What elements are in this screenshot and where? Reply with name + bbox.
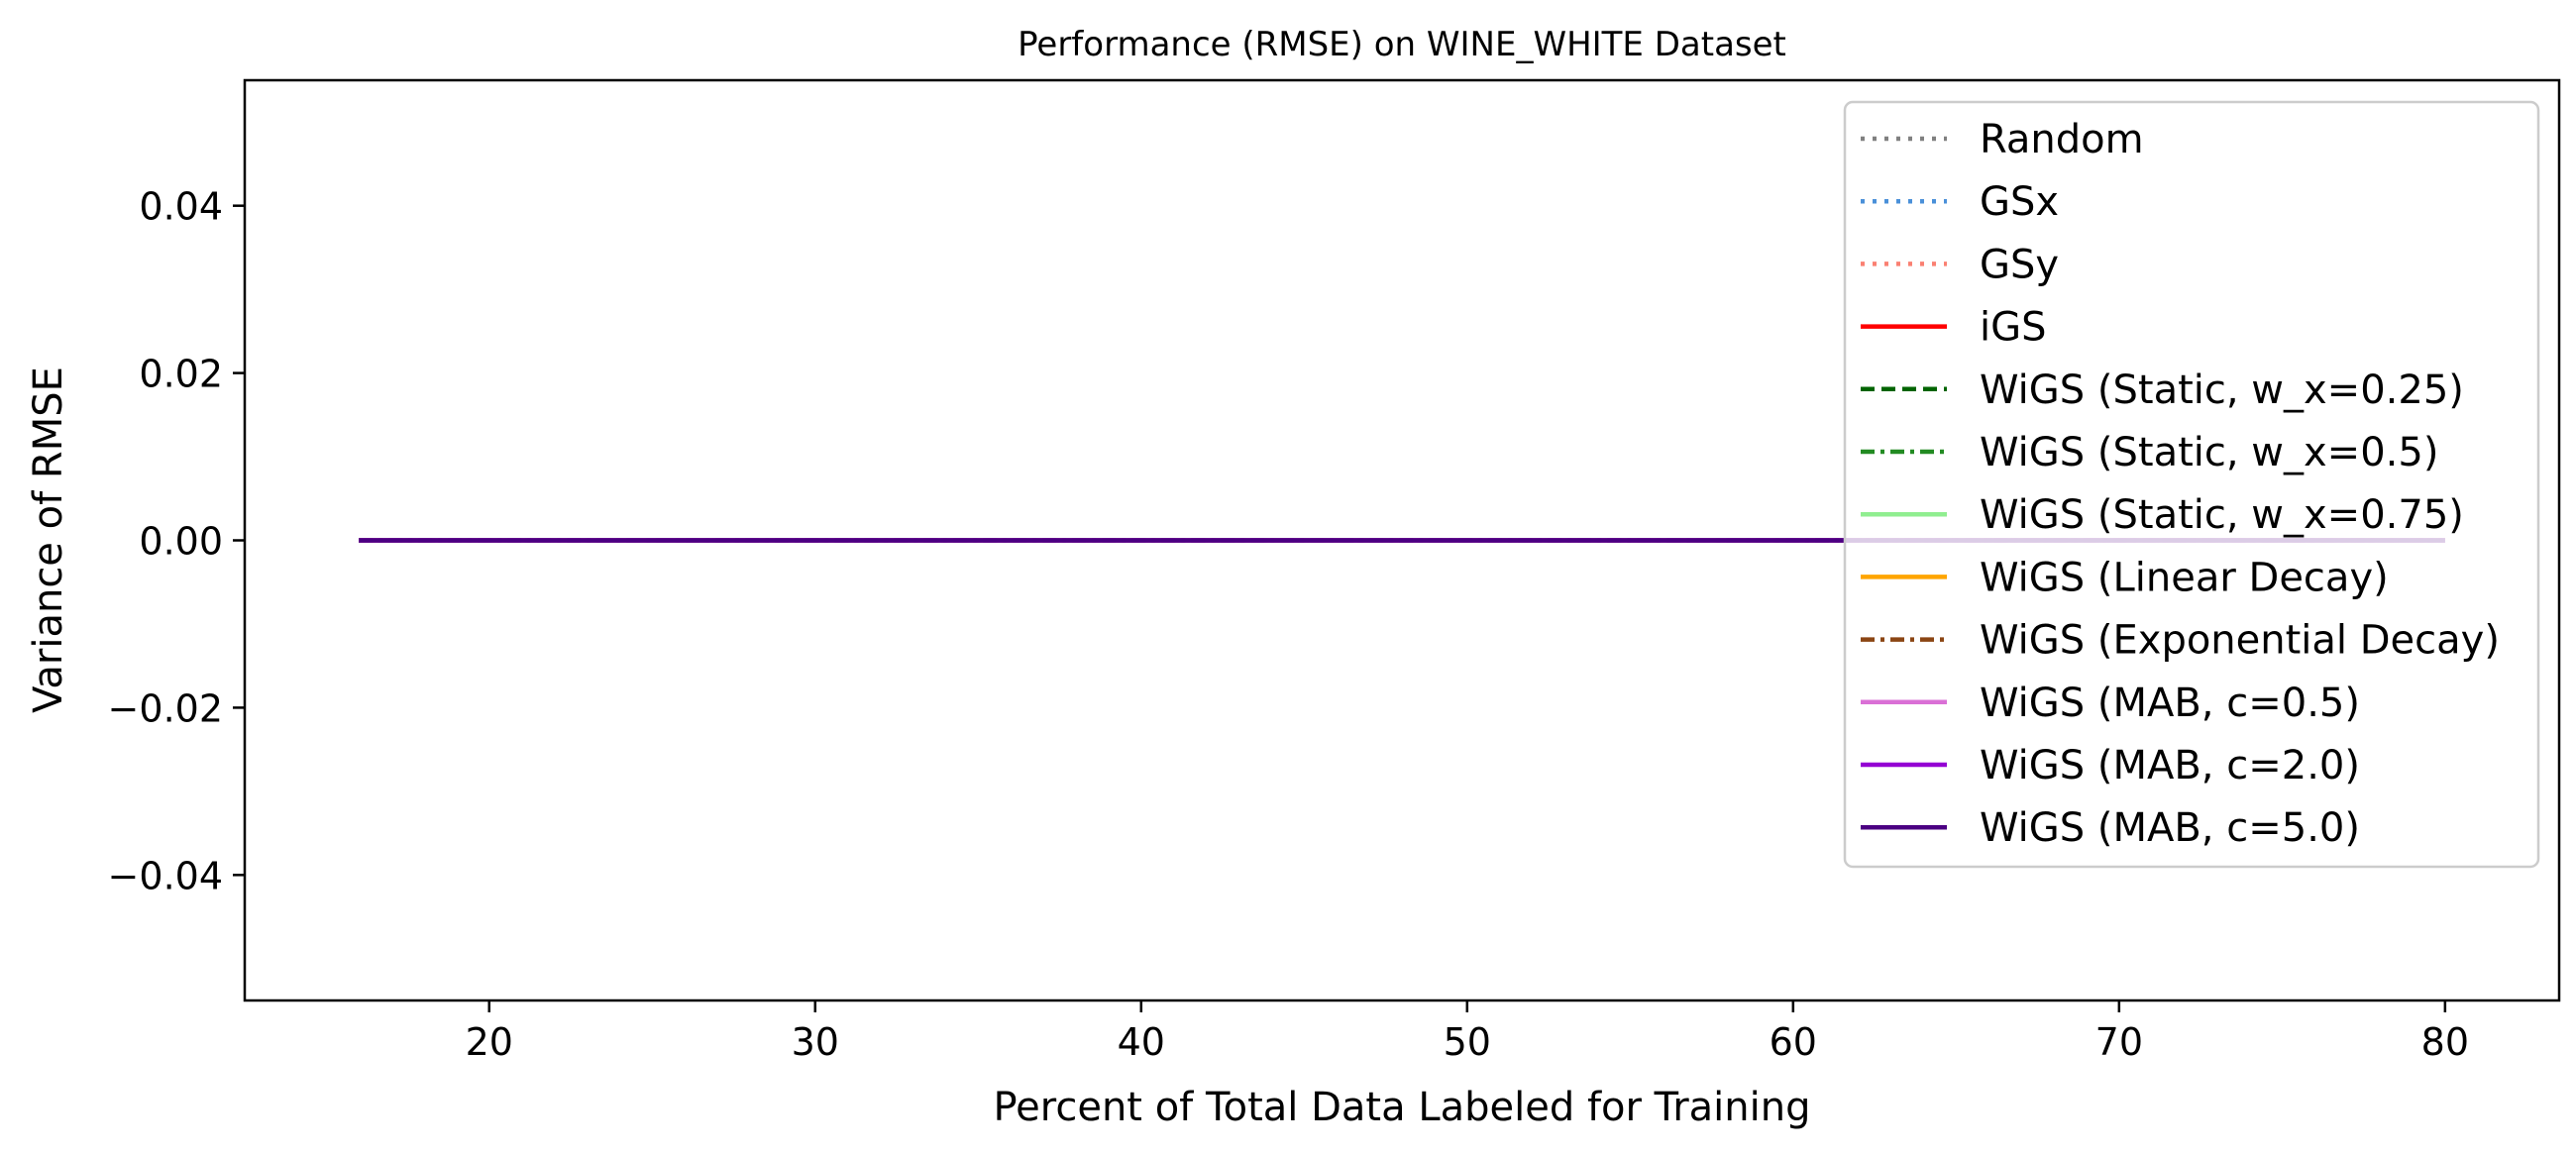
y-axis-label: Variance of RMSE [26, 367, 71, 713]
legend-label-wigs-exponential-decay: WiGS (Exponential Decay) [1980, 618, 2500, 664]
legend-label-wigs-mab-c-0-5: WiGS (MAB, c=0.5) [1980, 681, 2360, 726]
x-tick-label: 60 [1770, 1020, 1817, 1064]
y-tick-label: 0.00 [139, 520, 223, 564]
legend-label-gsy: GSy [1980, 242, 2059, 287]
legend-label-wigs-static-w-x-0-25: WiGS (Static, w_x=0.25) [1980, 368, 2464, 413]
legend: Random GSx GSy iGS WiGS (Static, w_x=0.25) Wi… [1843, 100, 2540, 869]
y-tick-label: 0.04 [139, 185, 223, 229]
chart-title: Performance (RMSE) on WINE_WHITE Dataset [1018, 25, 1786, 64]
legend-label-igs: iGS [1980, 305, 2047, 351]
legend-label-wigs-static-w-x-0-75: WiGS (Static, w_x=0.75) [1980, 492, 2464, 538]
y-tick-label: 0.02 [139, 353, 223, 396]
legend-label-random: Random [1980, 117, 2144, 162]
legend-box [1843, 100, 2540, 869]
legend-label-wigs-mab-c-5-0: WiGS (MAB, c=5.0) [1980, 805, 2360, 851]
legend-label-wigs-static-w-x-0-5: WiGS (Static, w_x=0.5) [1980, 430, 2438, 475]
y-axis-ticks: 0.04 0.02 0.00 −0.02 −0.04 [108, 185, 245, 897]
legend-items: Random GSx GSy iGS WiGS (Static, w_x=0.25) Wi… [1861, 117, 2500, 851]
legend-label-wigs-mab-c-2-0: WiGS (MAB, c=2.0) [1980, 743, 2360, 788]
legend-label-wigs-linear-decay: WiGS (Linear Decay) [1980, 555, 2389, 600]
x-axis-ticks: 20 30 40 50 60 70 80 [466, 1000, 2469, 1064]
x-tick-label: 20 [466, 1020, 513, 1064]
legend-label-gsx: GSx [1980, 179, 2059, 225]
x-tick-label: 70 [2095, 1020, 2143, 1064]
x-tick-label: 40 [1118, 1020, 1165, 1064]
x-tick-label: 30 [792, 1020, 839, 1064]
x-tick-label: 80 [2421, 1020, 2469, 1064]
y-tick-label: −0.02 [108, 686, 223, 730]
x-tick-label: 50 [1444, 1020, 1491, 1064]
y-tick-label: −0.04 [108, 854, 223, 897]
x-axis-label: Percent of Total Data Labeled for Traini… [993, 1085, 1810, 1130]
